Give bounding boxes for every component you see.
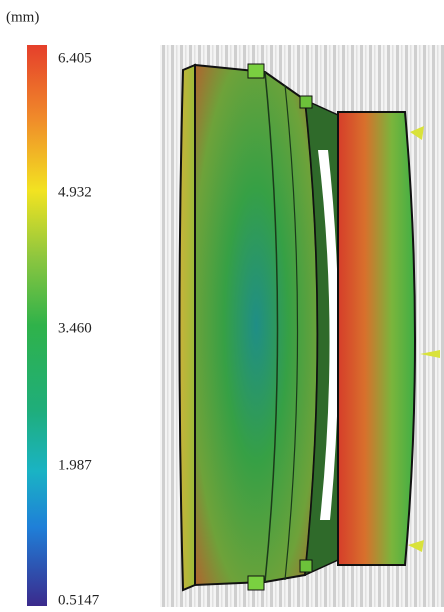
tick-label: 3.460: [58, 320, 92, 336]
tick-label: 1.987: [58, 457, 92, 473]
tick-label: 4.932: [58, 184, 92, 200]
model-render: [160, 45, 444, 607]
screenshot: (mm) 6.405 4.932 3.460 1.987 0.5147: [0, 0, 444, 612]
unit-label: (mm): [6, 9, 39, 25]
color-bar: [27, 45, 47, 606]
tick-label: 6.405: [58, 50, 92, 66]
tick-label: 0.5147: [58, 592, 100, 608]
